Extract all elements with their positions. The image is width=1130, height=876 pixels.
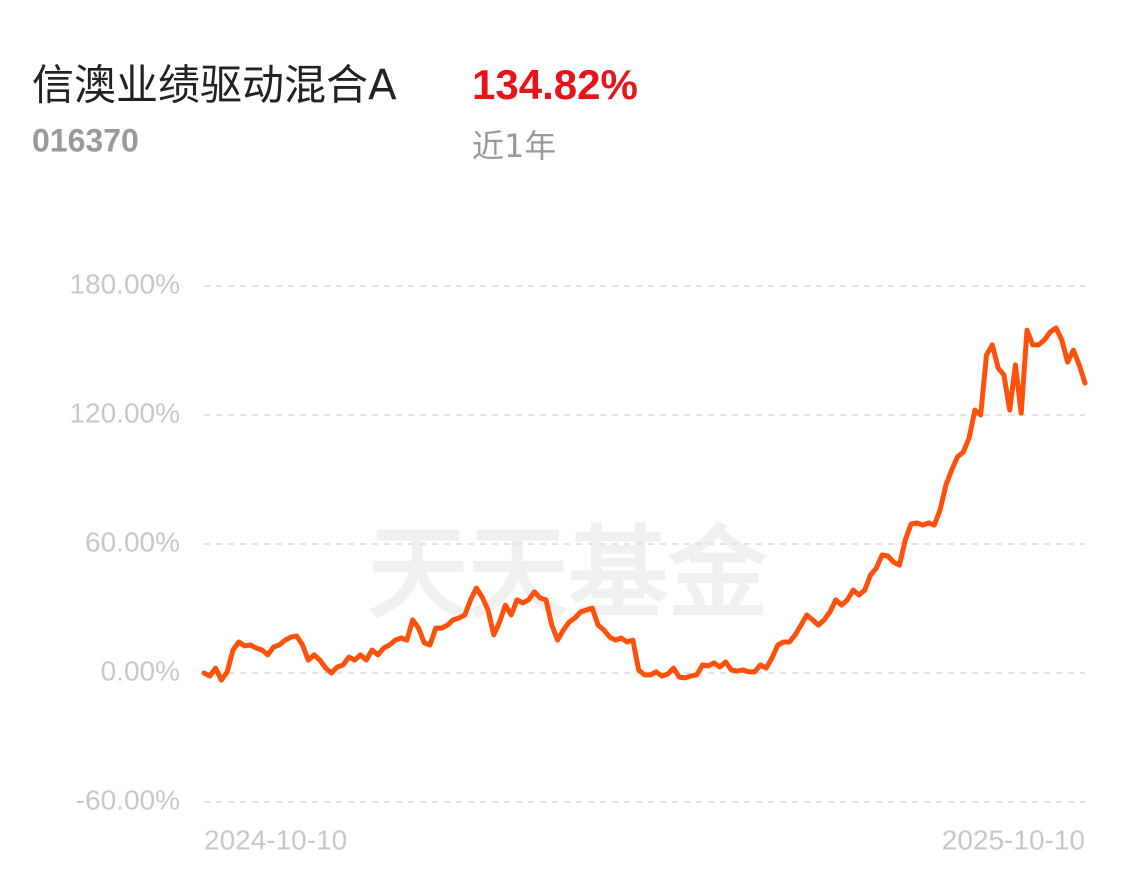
x-axis-label: 2024-10-10 [204,824,347,855]
fund-code: 016370 [32,122,139,158]
y-tick-label: 60.00% [85,526,180,557]
return-value: 134.82% [472,61,638,108]
data-line [201,325,1088,683]
y-tick-label: 0.00% [101,655,180,686]
y-tick-label: -60.00% [76,784,180,815]
watermark: 天天基金 [368,514,769,632]
x-axis-label: 2025-10-10 [942,824,1085,855]
y-tick-label: 120.00% [69,397,180,428]
fund-name: 信澳业绩驱动混合A [32,61,397,110]
period-label: 近1年 [472,127,556,165]
y-tick-label: 180.00% [69,268,180,299]
